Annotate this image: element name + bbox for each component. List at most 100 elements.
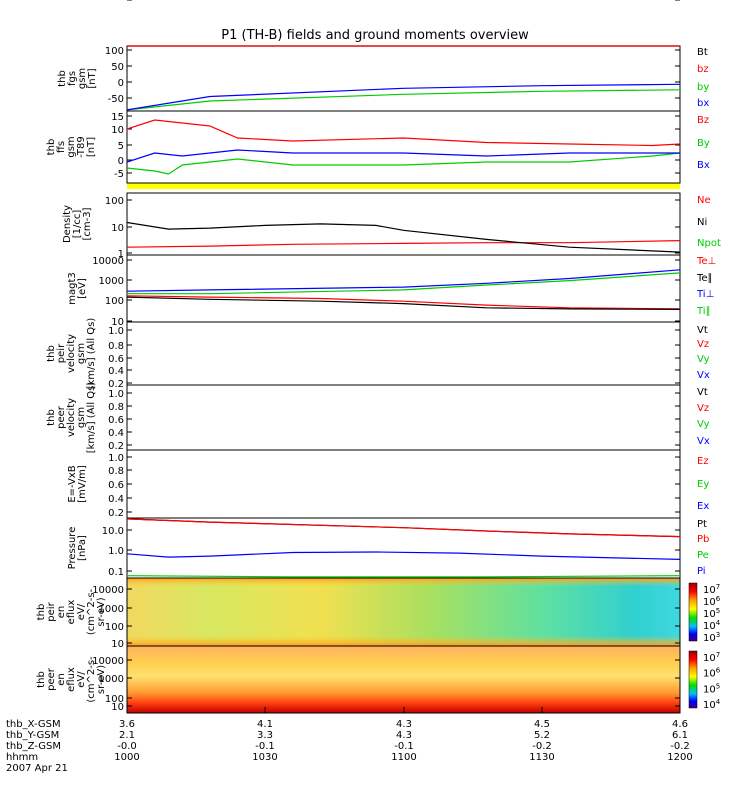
legend-entry: Pe — [697, 550, 709, 561]
y-tick-label: 10 — [111, 639, 124, 650]
y-tick-label: 0.0 — [108, 0, 124, 3]
panel-fgs — [126, 45, 681, 112]
y-axis-label: thb — [46, 409, 57, 426]
y-tick-label: 0.0 — [108, 0, 124, 3]
y-tick-label: 1000 — [99, 674, 124, 685]
y-axis-label: sr-eV) — [96, 665, 107, 694]
panel-density — [126, 192, 681, 256]
legend-entry: Ne — [697, 195, 711, 206]
y-tick-label: 0 — [118, 156, 124, 167]
y-tick-label: 10000 — [92, 656, 124, 667]
series-Pi — [126, 551, 681, 560]
x-tick-label: 4.1 — [257, 719, 273, 730]
y-axis-label: [cm-3] — [82, 207, 93, 240]
legend-entry: Vt — [697, 387, 708, 398]
legend-entry: Pb — [697, 534, 709, 545]
legend-entry: Ey — [697, 479, 709, 490]
y-axis-label: gsm — [76, 343, 87, 364]
y-tick-label: 10 — [111, 125, 124, 136]
series-Bx — [126, 149, 680, 163]
y-axis-label: Density — [62, 205, 73, 243]
y-axis-label: eV/ — [76, 603, 87, 620]
y-tick-label: 0.0 — [108, 0, 124, 3]
y-axis-label: thb — [36, 604, 47, 621]
y-tick-label: 1.0 — [108, 389, 124, 400]
panel-ffs — [126, 110, 681, 184]
y-axis-label: velocity — [66, 398, 77, 437]
y-tick-label: 0 — [118, 78, 124, 89]
panel-temperature — [126, 254, 681, 323]
legend-entry: Ex — [697, 501, 709, 512]
spectrogram-peer_spec — [127, 646, 680, 713]
y-tick-label: 100 — [105, 694, 124, 705]
legend-entry: Te⊥ — [696, 256, 716, 267]
y-axis-label: (cm^2-s- — [86, 588, 97, 635]
series-Pe — [126, 575, 681, 578]
x-axis-row-label: hhmm — [6, 752, 38, 763]
x-tick-label: -0.0 — [117, 741, 137, 752]
colorbar-tick-label: 107 — [703, 651, 720, 664]
y-tick-label: 100 — [105, 622, 124, 633]
colorbar-tick-label: 105 — [703, 682, 720, 695]
colorbar-tick-label: 106 — [703, 667, 721, 680]
legend-entry: Vy — [697, 354, 710, 365]
x-tick-label: 3.6 — [119, 719, 135, 730]
legend-entry: by — [697, 82, 709, 93]
legend-entry: Vy — [697, 419, 710, 430]
y-axis-label: thb — [46, 139, 57, 156]
y-axis-label: [km/s] (All Qs) — [86, 318, 97, 390]
legend-entry: Te∥ — [696, 273, 713, 284]
y-tick-label: 15 — [111, 112, 124, 123]
series-Bz — [126, 119, 681, 147]
y-tick-label: 1000 — [99, 276, 124, 287]
x-tick-label: 2.1 — [119, 730, 135, 741]
legend-entry: Ti∥ — [696, 306, 711, 317]
y-tick-label: 0.4 — [108, 494, 124, 505]
y-axis-label: [nPa] — [77, 535, 88, 561]
series-By — [126, 152, 681, 175]
spectrogram-overlay — [127, 578, 680, 646]
series-Pb — [126, 518, 681, 538]
x-tick-label: 6.1 — [672, 730, 688, 741]
y-tick-label: 0.2 — [108, 508, 124, 519]
x-tick-label: 4.5 — [534, 719, 550, 730]
y-tick-label: 0.4 — [108, 428, 124, 439]
y-tick-label: 0.2 — [108, 379, 124, 390]
y-axis-label: ffs — [56, 141, 67, 153]
colorbar-tick-label: 104 — [703, 698, 721, 711]
y-axis-label: fgs — [67, 71, 78, 86]
y-axis-label: thb — [36, 671, 47, 688]
y-tick-label: 0.8 — [108, 466, 124, 477]
legend-entry: Ti⊥ — [696, 289, 714, 300]
y-axis-label: thb — [46, 345, 57, 362]
y-tick-label: 100 — [105, 196, 124, 207]
series-Ne — [126, 240, 681, 248]
legend-entry: bz — [697, 64, 709, 75]
legend-entry: Vz — [697, 339, 709, 350]
y-tick-label: 0.6 — [108, 480, 124, 491]
y-tick-label: 10.0 — [102, 526, 124, 537]
y-tick-label: -5 — [114, 169, 124, 180]
y-tick-label: 0.6 — [108, 415, 124, 426]
y-tick-label: -50 — [108, 94, 124, 105]
y-tick-label: 10 — [111, 317, 124, 328]
y-axis-label: eflux — [66, 600, 77, 625]
colorbar-tick-label: 103 — [703, 631, 720, 644]
panel-frame — [126, 321, 681, 386]
y-tick-label: 10 — [111, 702, 124, 713]
x-tick-label: 4.6 — [672, 719, 688, 730]
y-axis-label: Pressure — [67, 527, 78, 570]
y-tick-label: 1.0 — [108, 453, 124, 464]
x-tick-label: -0.1 — [255, 741, 275, 752]
legend-entry: Vx — [697, 370, 710, 381]
y-tick-label: 0.8 — [108, 341, 124, 352]
y-axis-label: [km/s] (All Qs) — [86, 382, 97, 454]
y-tick-label: 0.4 — [108, 366, 124, 377]
series-by — [126, 89, 681, 111]
y-axis-label: en — [56, 606, 67, 619]
x-tick-label: 1130 — [529, 752, 554, 763]
chart-title: P1 (TH-B) fields and ground moments over… — [221, 28, 529, 43]
y-tick-label: 1.0 — [108, 326, 124, 337]
x-tick-label: 3.3 — [257, 730, 273, 741]
